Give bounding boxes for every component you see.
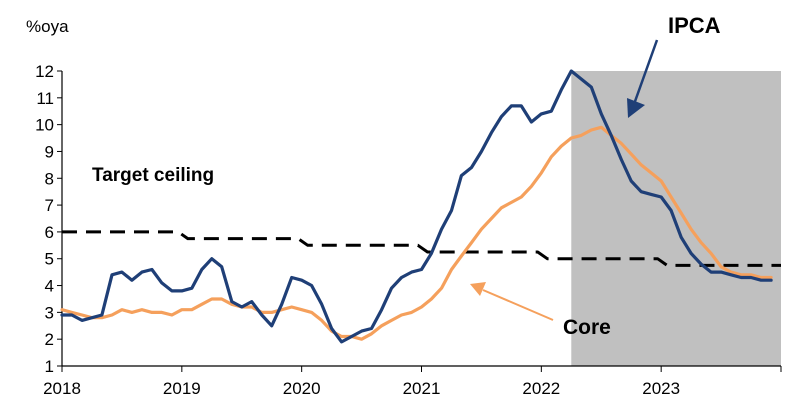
ipca-annotation-label: IPCA: [668, 13, 721, 38]
forecast-shading: [571, 71, 781, 366]
ipca-arrow-head: [627, 98, 645, 118]
x-tick-label: 2018: [43, 379, 81, 398]
x-tick-label: 2021: [403, 379, 441, 398]
core-series-line: [60, 125, 773, 341]
y-tick-label: 4: [45, 277, 54, 296]
y-tick-label: 10: [35, 116, 54, 135]
x-tick-label: 2020: [283, 379, 321, 398]
y-tick-label: 9: [45, 142, 54, 161]
target-ceiling-annotation-label: Target ceiling: [92, 165, 214, 186]
y-tick-label: 8: [45, 169, 54, 188]
ipca-arrow-shaft: [631, 39, 659, 108]
y-tick-label: 2: [45, 330, 54, 349]
x-tick-label: 2022: [522, 379, 560, 398]
shaded-forecast-region: [571, 71, 781, 366]
y-tick-label: 1: [45, 357, 54, 376]
core-annotation-label: Core: [563, 316, 611, 339]
core-arrow-shaft: [482, 289, 554, 321]
y-tick-label: 12: [35, 62, 54, 81]
series-lines: [60, 69, 781, 344]
y-axis-unit-label: %oya: [26, 17, 69, 36]
core-arrow-head: [470, 282, 486, 296]
x-tick-label: 2023: [642, 379, 680, 398]
annotations: %oya IPCA Core Target ceiling: [26, 13, 721, 339]
x-tick-label: 2019: [163, 379, 201, 398]
y-tick-label: 6: [45, 223, 54, 242]
y-tick-label: 11: [36, 89, 54, 108]
y-tick-label: 7: [45, 196, 54, 215]
target-ceiling-series-line: [62, 230, 781, 267]
y-tick-label: 5: [45, 250, 54, 269]
ipca-series-line: [60, 69, 773, 344]
y-tick-label: 3: [45, 303, 54, 322]
